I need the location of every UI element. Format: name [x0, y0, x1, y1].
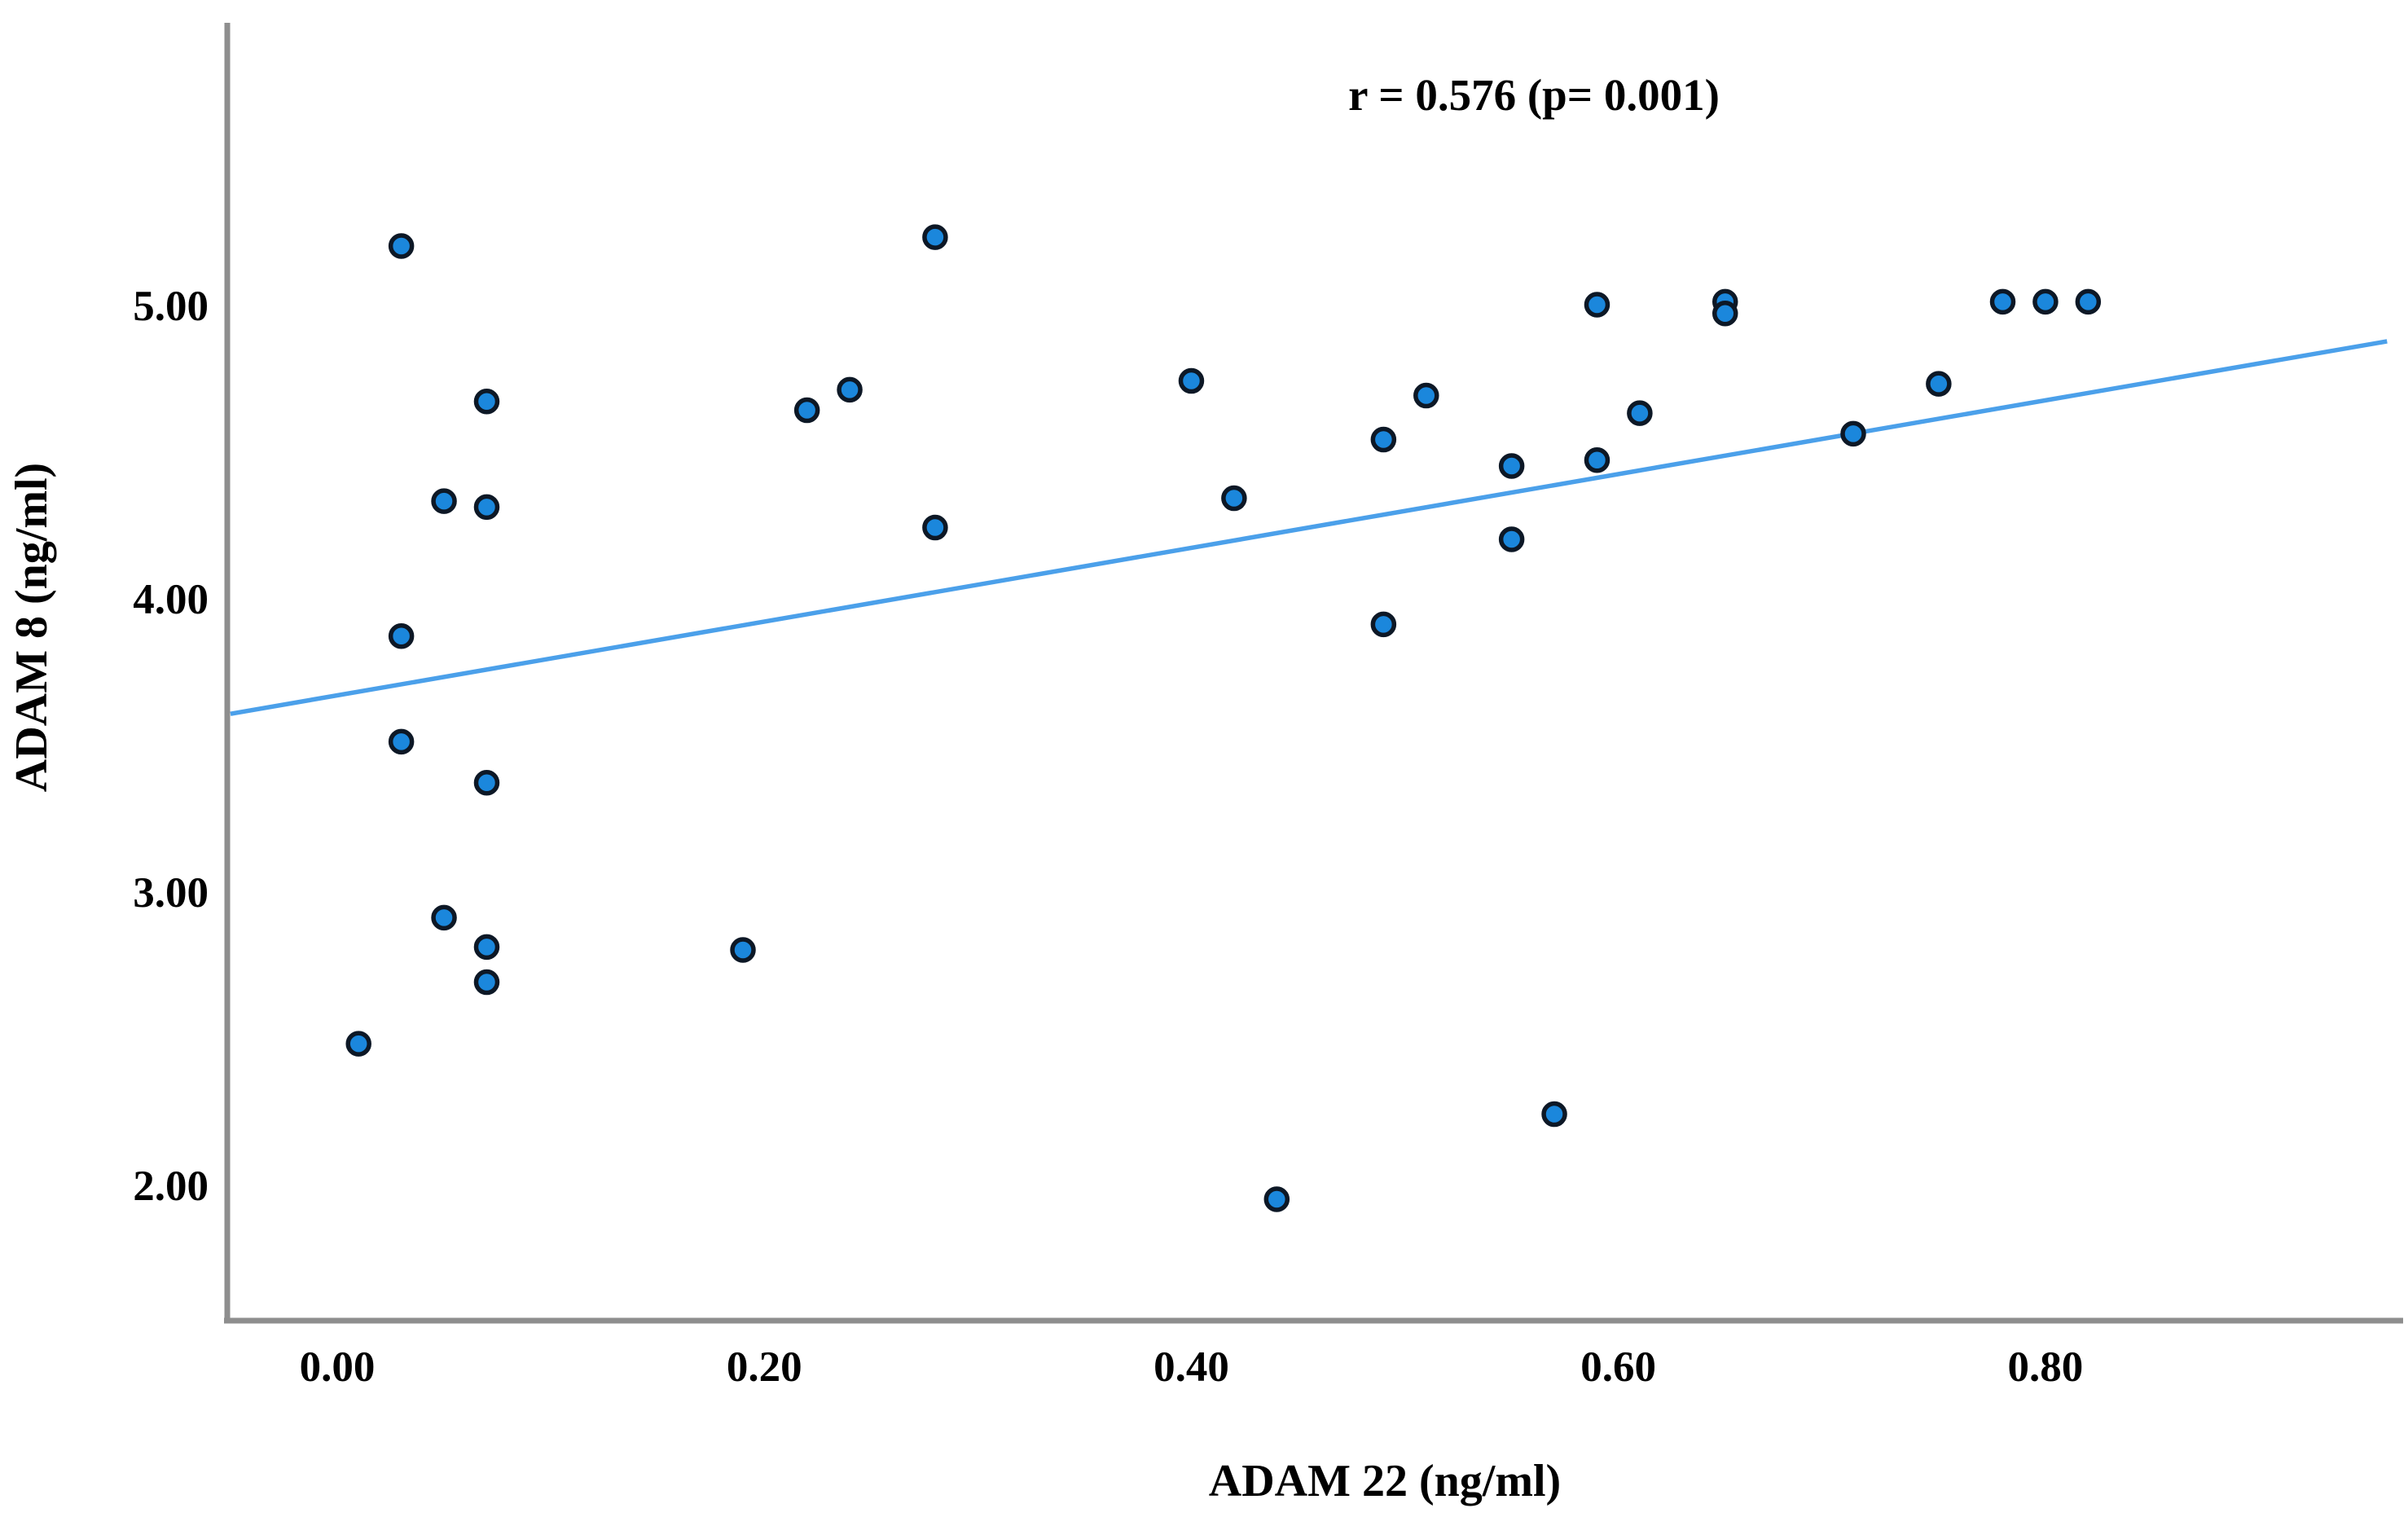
y-tick-label: 3.00: [133, 869, 209, 917]
x-tick-label: 0.60: [1580, 1343, 1656, 1391]
regression-line: [230, 339, 2388, 716]
data-point: [1221, 485, 1247, 512]
data-point: [1989, 288, 2016, 315]
data-point: [1370, 611, 1397, 638]
axes-group: [224, 23, 2403, 1324]
x-tick-label: 0.80: [2008, 1343, 2084, 1391]
x-tick-label: 0.20: [727, 1343, 802, 1391]
y-tick-label: 4.00: [133, 576, 209, 623]
data-point: [431, 488, 457, 514]
data-point: [388, 728, 415, 755]
tick-labels-group: 0.00 0.20 0.40 0.60 0.80 5.00 4.00 3.00 2.00: [133, 283, 2083, 1391]
data-point: [730, 937, 756, 963]
correlation-annotation: r = 0.576 (p= 0.001): [1348, 70, 1720, 120]
data-point: [1712, 301, 1738, 327]
data-point: [1627, 400, 1653, 426]
data-point: [473, 494, 500, 521]
data-point: [793, 397, 820, 424]
data-point: [1541, 1101, 1567, 1128]
data-point: [2032, 288, 2059, 315]
data-point: [1926, 371, 1952, 397]
data-point: [1370, 426, 1397, 453]
data-point: [837, 376, 863, 403]
data-point: [388, 623, 415, 649]
data-point: [473, 934, 500, 961]
y-tick-label: 2.00: [133, 1163, 209, 1210]
data-point: [1584, 292, 1610, 318]
data-point: [922, 224, 948, 250]
data-point: [1498, 526, 1525, 552]
y-axis-title: ADAM 8 (ng/ml): [7, 463, 57, 792]
data-point: [1498, 453, 1525, 479]
x-tick-label: 0.40: [1153, 1343, 1229, 1391]
data-point: [1263, 1186, 1290, 1212]
data-point: [2075, 288, 2102, 315]
data-point: [388, 233, 415, 259]
regression-line-group: [230, 339, 2388, 716]
x-axis-title: ADAM 22 (ng/ml): [1209, 1456, 1561, 1506]
data-point: [345, 1031, 371, 1057]
data-point: [431, 904, 457, 931]
data-point: [473, 389, 500, 415]
data-point: [473, 770, 500, 796]
x-tick-label: 0.00: [300, 1343, 376, 1391]
data-point: [1178, 367, 1205, 394]
data-point: [922, 514, 948, 541]
data-point: [1584, 447, 1610, 473]
data-point: [473, 969, 500, 996]
data-point: [1413, 382, 1439, 409]
data-point: [1840, 420, 1866, 447]
y-tick-label: 5.00: [133, 283, 209, 330]
data-points-group: [345, 224, 2102, 1212]
